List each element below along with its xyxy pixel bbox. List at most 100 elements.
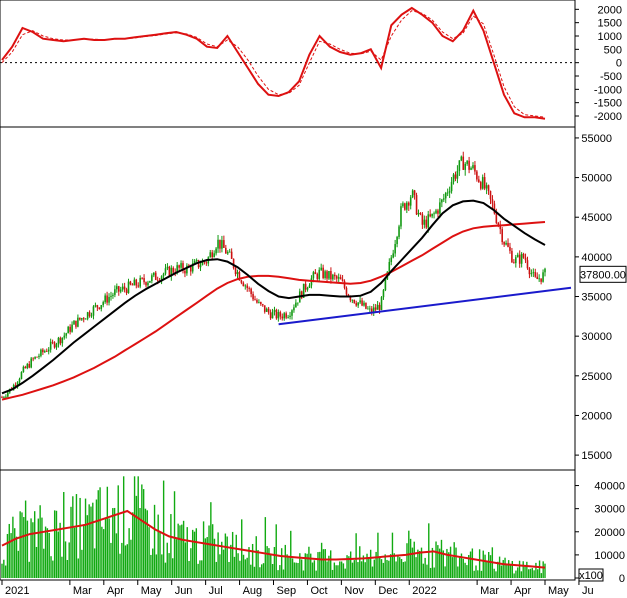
volume-bar xyxy=(533,570,535,578)
volume-bar xyxy=(529,568,532,578)
candle-body xyxy=(431,213,433,217)
volume-bar xyxy=(535,562,537,578)
candle-body xyxy=(24,366,27,369)
candle-body xyxy=(481,177,484,189)
volume-bar xyxy=(179,525,181,578)
candle-body xyxy=(205,262,208,264)
volume-bar xyxy=(41,517,43,578)
volume-bar xyxy=(1,563,3,578)
volume-bar xyxy=(293,562,296,578)
volume-bar xyxy=(446,548,448,578)
volume-bar xyxy=(92,502,94,578)
volume-bar xyxy=(24,500,27,578)
volume-bar xyxy=(373,559,375,578)
candle-body xyxy=(355,303,358,306)
candle-body xyxy=(349,296,352,301)
candle-body xyxy=(201,261,204,266)
volume-bar xyxy=(186,527,188,578)
volume-bar xyxy=(357,562,359,578)
volume-bar xyxy=(369,549,372,578)
candle-body xyxy=(332,274,334,280)
candle-body xyxy=(487,185,490,191)
candle-body xyxy=(215,248,217,254)
candle-body xyxy=(84,318,87,320)
volume-bar xyxy=(197,563,199,578)
volume-bar xyxy=(277,570,279,578)
volume-bar xyxy=(221,541,223,578)
volume-bar xyxy=(144,508,147,578)
volume-bar xyxy=(273,547,276,578)
volume-bar xyxy=(328,555,330,578)
candle-body xyxy=(497,222,500,226)
volume-bar xyxy=(113,507,116,578)
volume-bar xyxy=(504,557,506,578)
volume-bar xyxy=(308,546,310,578)
volume-bar xyxy=(368,557,370,578)
volume-bar xyxy=(424,557,426,578)
volume-bar xyxy=(10,533,12,578)
candle-body xyxy=(370,308,373,314)
candle-body xyxy=(178,265,180,268)
volume-bar xyxy=(190,548,192,578)
volume-bar xyxy=(379,557,381,578)
candle-body xyxy=(240,280,243,283)
candle-body xyxy=(392,253,394,258)
volume-bar xyxy=(133,476,136,578)
candle-body xyxy=(242,282,245,287)
volume-bar xyxy=(537,569,539,578)
volume-bar xyxy=(124,545,127,578)
volume-bar xyxy=(15,536,18,578)
osc-tick-label: -500 xyxy=(600,71,622,83)
volume-bar xyxy=(266,546,268,578)
candle-body xyxy=(69,326,71,332)
volume-bar xyxy=(322,549,325,578)
volume-bar xyxy=(297,563,299,578)
candle-body xyxy=(314,272,317,275)
last-price-box xyxy=(579,265,627,283)
volume-bar xyxy=(108,518,110,578)
volume-bar xyxy=(351,562,354,578)
osc-tick-label: -1000 xyxy=(594,84,622,96)
volume-bar xyxy=(457,566,459,578)
candle-body xyxy=(137,285,140,287)
candle-body xyxy=(141,277,143,279)
candle-body xyxy=(499,225,502,230)
candle-body xyxy=(219,239,221,249)
volume-bar xyxy=(57,531,59,578)
candle-body xyxy=(295,302,297,308)
candle-body xyxy=(92,306,95,316)
volume-bar xyxy=(389,554,392,578)
volume-tick-label: 40000 xyxy=(594,481,625,493)
volume-bar xyxy=(520,571,523,578)
candle-body xyxy=(44,351,46,353)
candle-body xyxy=(186,265,188,274)
candle-body xyxy=(300,291,303,298)
volume-bar xyxy=(162,480,165,578)
volume-bar xyxy=(349,551,352,578)
volume-bar xyxy=(161,554,163,578)
candle-body xyxy=(80,318,83,320)
volume-bar xyxy=(366,553,368,578)
candle-body xyxy=(40,349,42,356)
volume-bar xyxy=(37,518,40,578)
volume-bar xyxy=(393,553,395,578)
candle-body xyxy=(180,263,182,268)
candle-body xyxy=(439,202,441,214)
candle-body xyxy=(228,251,231,253)
candle-body xyxy=(491,199,494,204)
volume-bar xyxy=(139,508,141,578)
candle-body xyxy=(252,293,254,300)
volume-bar xyxy=(339,561,341,578)
price-tick-label: 50000 xyxy=(581,173,612,185)
candle-body xyxy=(516,254,519,258)
volume-bar xyxy=(73,527,76,578)
volume-bar xyxy=(12,516,14,578)
volume-bar xyxy=(77,558,79,578)
volume-bar xyxy=(246,557,248,578)
volume-bar xyxy=(495,571,497,578)
volume-bar xyxy=(471,548,474,578)
candle-body xyxy=(104,295,106,303)
candle-body xyxy=(18,378,21,383)
volume-bar xyxy=(291,558,294,578)
candle-body xyxy=(427,214,430,228)
